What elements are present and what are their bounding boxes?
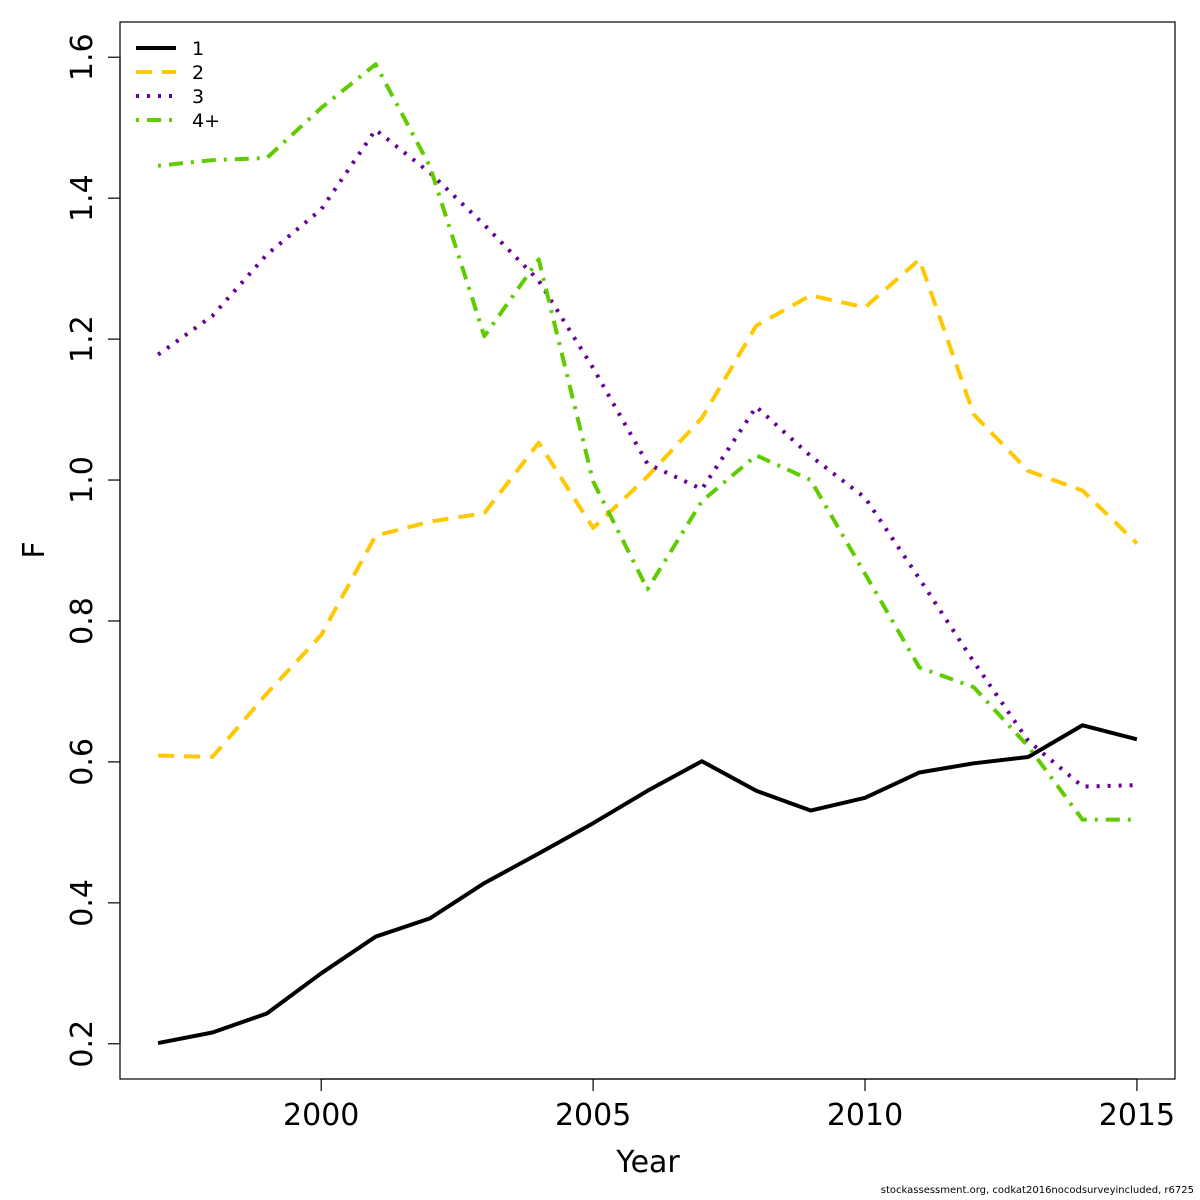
y-tick-label: 1.0 [65,456,100,504]
x-tick-label: 2015 [1099,1098,1175,1133]
plot-frame [119,21,1176,1080]
series-line-2 [158,257,1139,759]
legend-label: 4+ [192,110,220,132]
x-tick-label: 2010 [827,1098,903,1133]
y-tick-label: 0.4 [65,879,100,927]
series-line-3 [156,127,1137,789]
series-line-4plus [157,62,1137,822]
series-lines [156,62,1139,1046]
x-tick-label: 2005 [555,1098,631,1133]
legend-label: 1 [192,38,204,60]
x-tick-label: 2000 [283,1098,359,1133]
y-tick-label: 0.8 [65,597,100,645]
series-line-1 [157,723,1138,1046]
legend-label: 2 [192,62,204,84]
y-tick-label: 1.6 [65,33,100,81]
axes: 2000 2005 2010 2015 0.2 0.4 0.6 0.8 1.0 1.2 1.4 1.6 [65,33,1175,1133]
footer-source: stockassessment.org, codkat2016nocodsurv… [880,1185,1194,1196]
y-axis-label: F [17,541,52,558]
x-axis-label: Year [615,1145,680,1180]
y-tick-label: 1.2 [65,315,100,363]
legend-label: 3 [192,86,204,108]
y-tick-label: 1.4 [65,174,100,222]
y-tick-label: 0.6 [65,738,100,786]
y-tick-label: 0.2 [65,1020,100,1068]
